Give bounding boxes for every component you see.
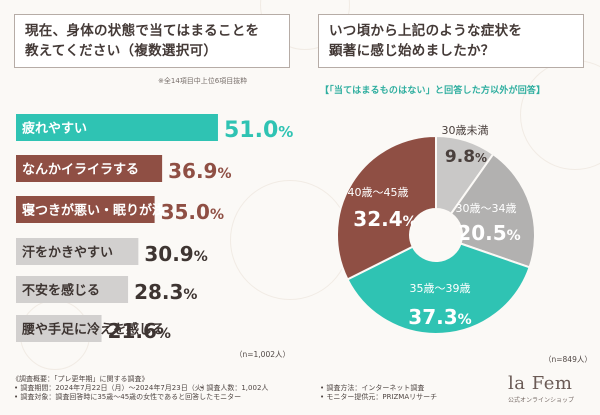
bar-category-label: 汗をかきやすい <box>22 245 113 261</box>
bar-value-label: 28.3% <box>134 280 197 304</box>
donut-value-label-part: 3 <box>444 305 458 329</box>
donut-value-label: 9.8% <box>445 147 487 167</box>
bar <box>16 238 139 265</box>
survey-footer: 《調査概要：「プレ更年期」に関する調査》 • 調査期間：2024年7月22日（月… <box>0 371 600 415</box>
bar-value-label: 30.9% <box>144 242 207 266</box>
right-question-line2: 顕著に感じ始めましたか？ <box>329 43 495 59</box>
bar-value-label: 21.6% <box>108 319 171 343</box>
bar <box>16 315 102 342</box>
bar-category-label: 不安を感じる <box>22 283 100 299</box>
bar <box>16 276 129 303</box>
donut-hole <box>411 210 461 260</box>
bar-category-label: 腰や手足に冷えを感じる <box>21 322 165 338</box>
donut-value-label-part: % <box>475 151 487 165</box>
donut-slice <box>336 134 437 281</box>
donut-slice <box>346 242 531 335</box>
donut-category-label: 40歳〜45歳 <box>348 186 409 199</box>
bar-value-label-part: 30. <box>144 242 179 266</box>
bar-category-label: 寝つきが悪い・眠りが浅い <box>22 203 178 219</box>
bar-value-label-part: % <box>157 326 171 342</box>
donut-value-label-part: % <box>507 228 521 244</box>
bar-category-label: なんかイライラする <box>22 163 139 178</box>
donut-value-label-part: % <box>458 312 472 328</box>
footer-count: • 調査人数：1,002人 <box>200 384 269 392</box>
bar-value-label: 36.9% <box>168 159 231 183</box>
bar-value-label: 35.0% <box>161 200 224 224</box>
bar-value-label-part: 21. <box>108 319 143 343</box>
left-question-box: 現在、身体の状態で当てはまることを 教えてください（複数選択可） <box>14 14 290 68</box>
donut-value-label-part: 9. <box>445 147 463 167</box>
bar-value-label-part: % <box>217 166 231 182</box>
bar <box>16 196 155 223</box>
donut-n-label: （n=849人） <box>544 355 592 364</box>
bar-value-label-part: 0 <box>196 200 210 224</box>
right-question-line1: いつ頃から上記のような症状を <box>329 23 523 39</box>
bar-value-label-part: 9 <box>204 159 218 183</box>
donut-value-label-part: 32. <box>353 207 388 231</box>
bar-value-label-part: 6 <box>143 319 157 343</box>
bar-value-label-part: 36. <box>168 159 203 183</box>
brand-subtitle: 公式オンラインショップ <box>508 397 575 404</box>
bar-value-label-part: 35. <box>161 200 196 224</box>
donut-value-label-part: 4 <box>389 207 403 231</box>
bar-value-label-part: % <box>183 287 197 303</box>
footer-provider: • モニター提供元：PRIZMAリサーチ <box>320 393 438 401</box>
brand-name: la Fem <box>508 373 573 394</box>
footer-method: • 調査方法：インターネット調査 <box>320 384 425 392</box>
left-note: ※全14項目中上位6項目抜粋 <box>158 77 248 85</box>
footer-period: • 調査期間：2024年7月22日（月）〜2024年7月23日（火） <box>14 384 209 392</box>
bar <box>16 114 218 141</box>
brand-logo: la Fem 公式オンラインショップ <box>508 373 588 404</box>
footer-target: • 調査対象：調査回答時に35歳〜45歳の女性であると回答したモニター <box>14 393 242 401</box>
bar-value-label-part: 51. <box>224 118 263 143</box>
donut-value-label-part: 5 <box>493 221 507 245</box>
donut-slice <box>449 152 536 269</box>
bar-value-label-part: % <box>278 123 293 141</box>
donut-category-label: 35歳〜39歳 <box>410 282 471 295</box>
bar-category-label: 疲れやすい <box>22 121 87 137</box>
donut-value-label-part: 8 <box>463 147 475 167</box>
symptom-bar-chart: 疲れやすい 51.0%なんかイライラする 36.9%寝つきが悪い・眠りが浅い35.0… <box>16 114 536 359</box>
footer-title: 《調査概要：「プレ更年期」に関する調査》 <box>12 375 149 383</box>
donut-value-label-part: 20. <box>457 221 492 245</box>
bar-value-label-part: % <box>210 207 224 223</box>
donut-value-label: 20.5% <box>457 221 520 245</box>
bar-value-label-part: 9 <box>180 242 194 266</box>
donut-category-label: 30歳〜34歳 <box>456 202 517 215</box>
donut-value-label: 32.4% <box>353 207 416 231</box>
bar <box>16 155 163 182</box>
bar-n-label: （n=1,002人） <box>235 350 290 359</box>
right-note: 【「当てはまるものはない」と回答した方以外が回答】 <box>320 86 546 96</box>
bar-value-label: 51.0% <box>224 118 293 143</box>
bar-value-label-part: % <box>194 249 208 265</box>
left-question-line2: 教えてください（複数選択可） <box>25 43 218 59</box>
donut-value-label: 37.3% <box>408 305 471 329</box>
right-question-box: いつ頃から上記のような症状を 顕著に感じ始めましたか？ <box>318 14 584 68</box>
bar-value-label-part: 28. <box>134 280 169 304</box>
bar-value-label-part: 0 <box>263 118 278 143</box>
donut-category-label: 30歳未満 <box>442 124 489 137</box>
donut-value-label-part: 37. <box>408 305 443 329</box>
left-question-line1: 現在、身体の状態で当てはまることを <box>25 23 260 39</box>
bar-value-label-part: 3 <box>170 280 184 304</box>
